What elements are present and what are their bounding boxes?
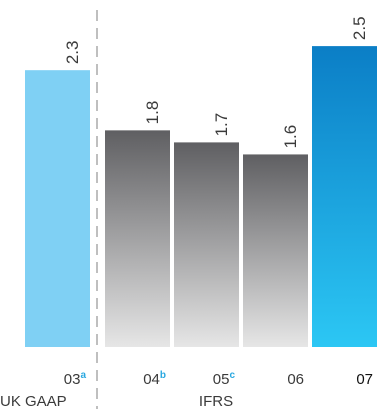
value-label-04: 1.8	[143, 101, 162, 125]
category-label-03: 03a	[64, 370, 87, 388]
bar-07	[312, 46, 377, 347]
bar-03	[25, 70, 90, 347]
bar-04	[105, 130, 170, 347]
category-label-06: 06	[287, 371, 304, 388]
value-label-06: 1.6	[281, 125, 300, 149]
category-label-07: 07	[356, 371, 373, 388]
value-label-03: 2.3	[63, 41, 82, 65]
value-label-05: 1.7	[212, 113, 231, 137]
group-label-uk-gaap: UK GAAP	[0, 393, 67, 409]
bar-05	[174, 142, 239, 347]
category-label-05: 05c	[213, 370, 236, 388]
bar-06	[243, 154, 308, 347]
value-label-07: 2.5	[350, 16, 369, 40]
category-label-04: 04b	[143, 370, 166, 388]
group-label-ifrs: IFRS	[199, 393, 233, 409]
